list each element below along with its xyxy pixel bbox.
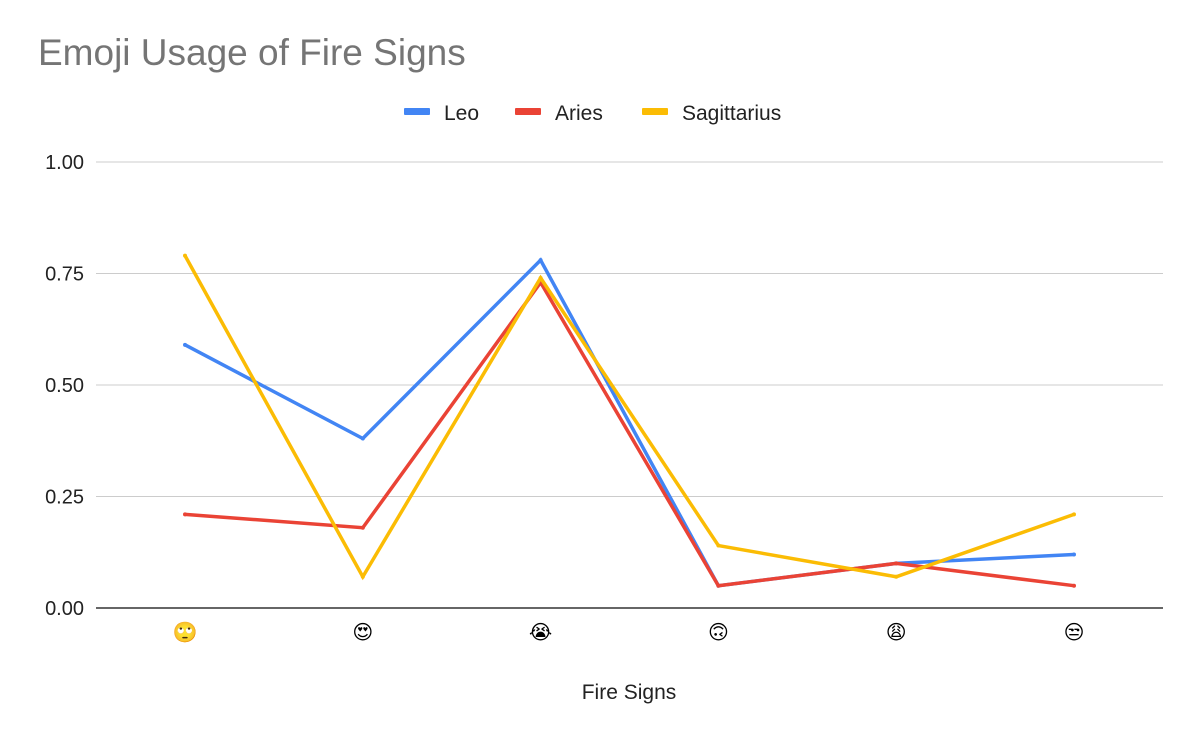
series-line-sagittarius	[183, 254, 1075, 581]
gridlines	[96, 161, 1163, 609]
data-point	[1072, 512, 1076, 517]
series-leo	[183, 257, 1076, 588]
series-lines	[183, 253, 1076, 588]
y-axis-tick-labels: 0.00 0.25 0.50 0.75 1.00	[45, 152, 84, 620]
legend-label: Leo	[444, 102, 479, 125]
legend: Leo Aries Sagittarius	[404, 102, 781, 125]
y-tick-label: 0.25	[45, 487, 84, 509]
x-tick-label: 😩	[886, 620, 907, 644]
x-tick-label: 😭	[529, 620, 552, 644]
legend-swatch	[404, 108, 430, 115]
legend-item-sagittarius: Sagittarius	[642, 102, 781, 125]
chart-title: Emoji Usage of Fire Signs	[38, 32, 466, 73]
legend-label: Sagittarius	[682, 102, 781, 125]
data-point	[716, 583, 721, 588]
data-point	[538, 258, 543, 263]
data-point	[1072, 552, 1076, 557]
legend-label: Aries	[555, 102, 603, 125]
y-tick-label: 1.00	[45, 152, 84, 174]
x-axis-tick-labels: 🙄 😍 😭 🙃 😩 😒	[173, 620, 1085, 644]
x-axis-title: Fire Signs	[582, 681, 677, 704]
series-aries	[183, 279, 1076, 588]
series-sagittarius	[183, 253, 1076, 581]
data-point	[183, 253, 187, 258]
data-point	[360, 436, 365, 441]
data-point	[716, 543, 721, 548]
data-point	[183, 342, 187, 347]
data-point	[894, 561, 899, 566]
data-point	[360, 574, 365, 579]
y-tick-label: 0.00	[45, 598, 84, 620]
data-point	[538, 275, 543, 280]
series-line-leo	[184, 257, 1075, 588]
legend-swatch	[515, 108, 541, 115]
legend-item-leo: Leo	[404, 102, 479, 125]
y-tick-label: 0.50	[45, 375, 84, 397]
y-tick-label: 0.75	[45, 264, 84, 286]
series-line-aries	[184, 279, 1075, 588]
x-tick-label: 😍	[352, 620, 373, 644]
data-point	[1072, 583, 1076, 588]
data-point	[894, 574, 899, 579]
x-tick-label: 😒	[1064, 620, 1085, 644]
data-point	[183, 512, 187, 517]
x-tick-label: 🙄	[173, 620, 198, 644]
legend-item-aries: Aries	[515, 102, 603, 125]
data-point	[360, 525, 365, 530]
legend-swatch	[642, 108, 668, 115]
x-tick-label: 🙃	[708, 620, 729, 644]
